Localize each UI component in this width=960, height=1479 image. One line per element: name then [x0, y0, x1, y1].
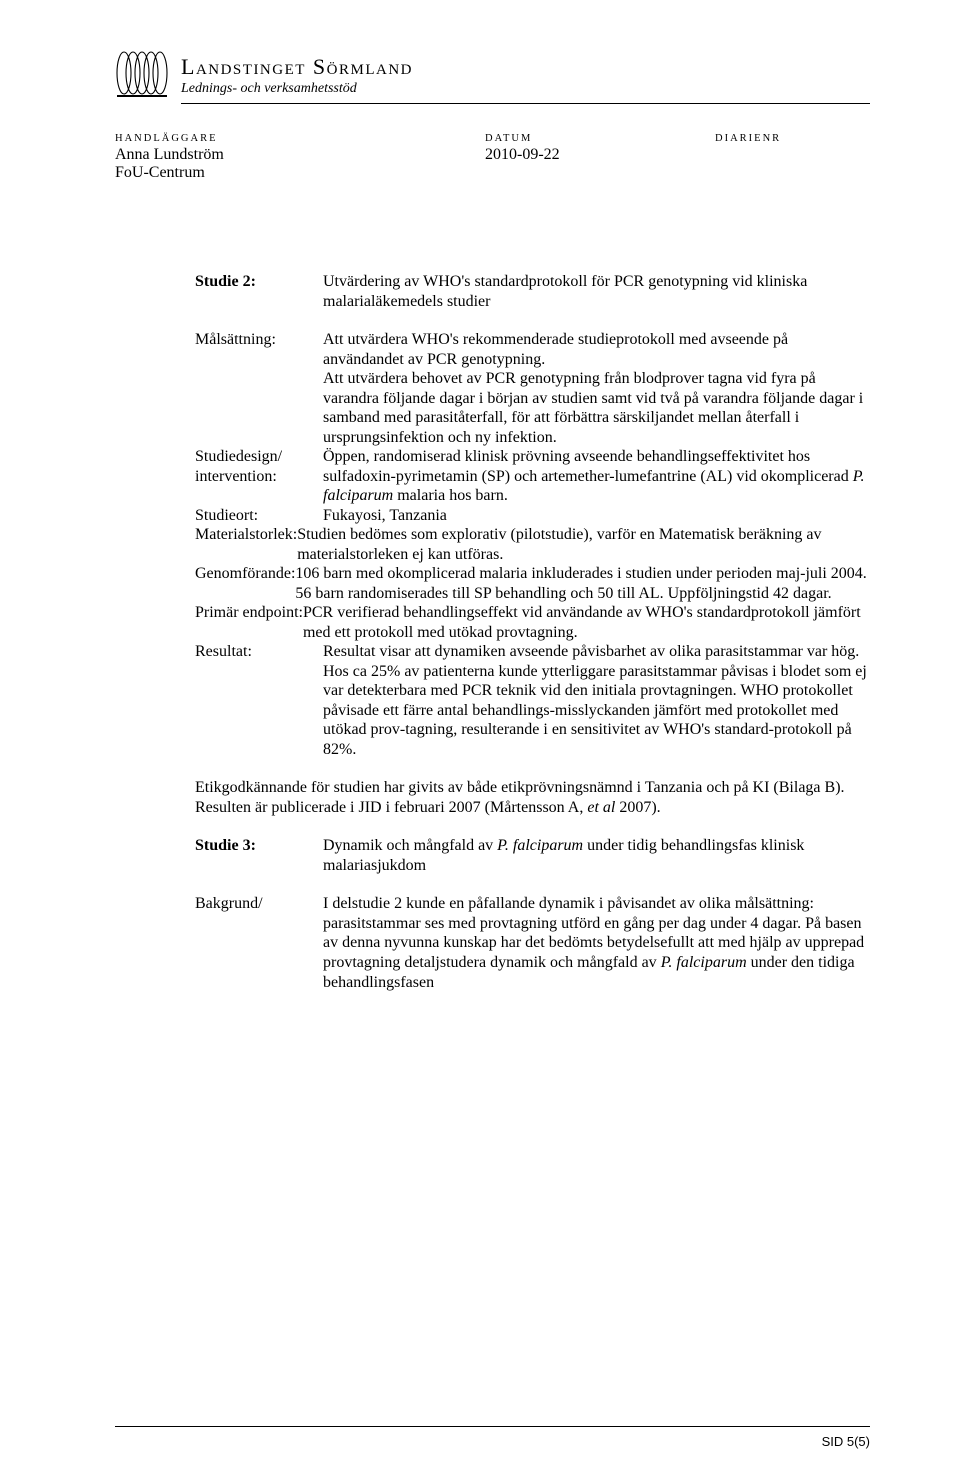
org-logo-icon — [115, 50, 169, 100]
body-bakgrund-b: P. falciparum — [661, 954, 747, 971]
row-bakgrund: Bakgrund/ I delstudie 2 kunde en påfalla… — [195, 894, 870, 992]
body-bakgrund: I delstudie 2 kunde en påfallande dynami… — [323, 894, 870, 992]
meta-datum: 2010-09-22 — [485, 146, 715, 164]
body-resultat: Resultat visar att dynamiken avseende på… — [323, 642, 870, 759]
label-studie3: Studie 3: — [195, 836, 323, 875]
label-materialstorlek: Materialstorlek: — [195, 525, 297, 564]
label-studiedesign: Studiedesign/ intervention: — [195, 447, 323, 506]
label-studieort: Studieort: — [195, 506, 323, 526]
body-studiedesign: Öppen, randomiserad klinisk prövning avs… — [323, 447, 870, 506]
body-genomforande: 106 barn med okomplicerad malaria inklud… — [295, 564, 870, 603]
header: Landstinget Sörmland Lednings- och verks… — [115, 50, 870, 105]
meta-values-1: Anna Lundström 2010-09-22 — [115, 146, 870, 164]
body-studieort: Fukayosi, Tanzania — [323, 506, 870, 526]
meta-handlaggare-2: FoU-Centrum — [115, 164, 870, 182]
row-studie2: Studie 2: Utvärdering av WHO's standardp… — [195, 272, 870, 311]
row-malsattning: Målsättning: Att utvärdera WHO's rekomme… — [195, 330, 870, 447]
etik-paragraph: Etikgodkännande för studien har givits a… — [195, 778, 870, 817]
label-primarendpoint: Primär endpoint: — [195, 603, 303, 642]
label-genomforande: Genomförande: — [195, 564, 295, 603]
row-materialstorlek: Materialstorlek: Studien bedömes som exp… — [195, 525, 870, 564]
body-studie3-b: P. falciparum — [497, 837, 583, 854]
meta-diarienr — [715, 146, 870, 164]
row-primarendpoint: Primär endpoint: PCR verifierad behandli… — [195, 603, 870, 642]
row-studie3: Studie 3: Dynamik och mångfald av P. fal… — [195, 836, 870, 875]
meta-handlaggare-1: Anna Lundström — [115, 146, 485, 164]
etik-b: et al — [587, 799, 619, 816]
row-genomforande: Genomförande: 106 barn med okomplicerad … — [195, 564, 870, 603]
footer-page-number: SID 5(5) — [822, 1434, 870, 1449]
label-studie2: Studie 2: — [195, 272, 323, 311]
page: Landstinget Sörmland Lednings- och verks… — [0, 0, 960, 1032]
row-studiedesign: Studiedesign/ intervention: Öppen, rando… — [195, 447, 870, 506]
body-studiedesign-c: malaria hos barn. — [393, 487, 508, 504]
logo — [115, 50, 169, 105]
etik-a: Etikgodkännande för studien har givits a… — [195, 779, 845, 816]
body-studiedesign-a: Öppen, randomiserad klinisk prövning avs… — [323, 448, 853, 485]
meta-handlaggare-label: HANDLÄGGARE — [115, 133, 485, 144]
body-primarendpoint: PCR verifierad behandlingseffekt vid anv… — [303, 603, 870, 642]
org-sub: Lednings- och verksamhetsstöd — [181, 81, 870, 97]
body-studie2: Utvärdering av WHO's standardprotokoll f… — [323, 272, 870, 311]
row-studieort: Studieort: Fukayosi, Tanzania — [195, 506, 870, 526]
body-studie3: Dynamik och mångfald av P. falciparum un… — [323, 836, 870, 875]
org-block: Landstinget Sörmland Lednings- och verks… — [181, 50, 870, 104]
meta-labels: HANDLÄGGARE DATUM DIARIENR — [115, 133, 870, 144]
footer-rule — [115, 1426, 870, 1427]
body-materialstorlek: Studien bedömes som explorativ (pilotstu… — [297, 525, 870, 564]
meta-datum-label: DATUM — [485, 133, 715, 144]
etik-c: 2007). — [619, 799, 660, 816]
body-malsattning: Att utvärdera WHO's rekommenderade studi… — [323, 330, 870, 447]
label-resultat: Resultat: — [195, 642, 323, 759]
label-bakgrund: Bakgrund/ — [195, 894, 323, 992]
body-studie3-a: Dynamik och mångfald av — [323, 837, 497, 854]
content: Studie 2: Utvärdering av WHO's standardp… — [195, 272, 870, 992]
header-rule — [181, 103, 870, 104]
label-malsattning: Målsättning: — [195, 330, 323, 447]
org-name: Landstinget Sörmland — [181, 54, 870, 80]
row-resultat: Resultat: Resultat visar att dynamiken a… — [195, 642, 870, 759]
meta-diarienr-label: DIARIENR — [715, 133, 870, 144]
